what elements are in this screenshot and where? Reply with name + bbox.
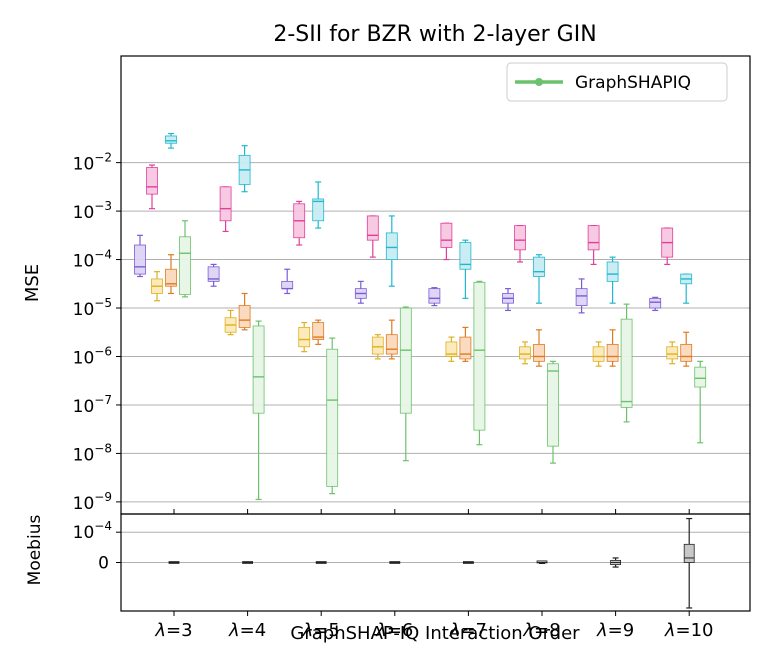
series-orange [165,254,693,367]
box [440,222,453,248]
box [514,225,526,251]
box [445,341,458,357]
box [606,261,619,282]
box [385,232,398,260]
box [312,322,325,340]
box [533,256,545,277]
box [592,346,605,362]
box [385,334,398,355]
y-tick-label: 10−2 [73,151,112,175]
box [207,266,220,282]
box [459,336,472,360]
box-series [134,132,707,501]
y-tick-label: 10−6 [73,344,112,368]
x-tick-label: λ=4 [228,620,266,641]
x-tick-label: λ=7 [449,620,487,641]
box [587,225,600,251]
y-tick-label: 10−4 [73,248,112,272]
moebius-box-group [462,561,474,564]
moebius-box-group [389,561,401,564]
lower-y-tick-label: 10−4 [73,519,112,543]
box [146,167,158,195]
box [533,343,545,362]
series-graphshapiq [179,220,707,501]
box [252,325,265,414]
moebius-box [683,543,695,563]
box [281,280,294,290]
y-tick-label: 10−8 [73,441,112,465]
y-tick-label: 10−7 [73,393,112,417]
x-axis-ticks: λ=3 λ=4 λ=5 λ=6 λ=7 λ=8 λ=9 λ=10 [154,509,714,641]
box [680,343,693,362]
box [165,135,177,144]
lower-box-series [168,517,695,609]
x-tick-label: λ=6 [375,620,413,641]
box [165,268,177,287]
y-axis-ticks: 10−2 10−3 10−4 10−5 10−6 10−7 10−8 10−9 [73,151,121,514]
lower-y-axis-label: Moebius [25,515,45,586]
box [606,343,619,362]
box [519,346,531,360]
y-tick-label: 10−3 [73,199,112,223]
grid-lines [121,162,750,503]
legend-label: GraphSHAPIQ [575,73,691,93]
x-tick-label: λ=3 [154,620,192,641]
x-tick-label: λ=5 [302,620,340,641]
main-plot-frame [120,55,751,515]
box [694,366,707,388]
box [219,186,232,222]
box [312,198,325,222]
box [399,307,412,414]
series-purple [134,234,662,314]
y-tick-label: 10−9 [73,490,112,514]
box [547,363,559,447]
moebius-box-group [242,561,254,564]
box [620,318,633,408]
lower-y-tick-label: 0 [98,554,109,574]
moebius-box-group [536,560,548,565]
box [649,297,662,309]
box [179,236,191,295]
moebius-box-group [683,517,695,609]
series-cyan [165,132,693,304]
box [238,305,251,328]
box [134,244,146,275]
box [326,348,339,487]
legend-marker [535,78,543,86]
x-axis-label: GraphSHAP-IQ Interaction Order [290,623,580,644]
lower-grid-lines [121,531,750,563]
box [371,336,384,355]
y-axis-label: MSE [22,264,43,302]
y-tick-label: 10−5 [73,296,112,320]
moebius-box-group [315,561,327,564]
x-tick-label: λ=9 [596,620,634,641]
box [428,288,441,304]
moebius-box-group [168,561,180,564]
series-yellow [151,271,679,367]
main-panel: 10−2 10−3 10−4 10−5 10−6 10−7 10−8 10−9 MSE Gra… [22,55,751,515]
x-tick-label: λ=10 [664,620,714,641]
box [473,281,486,431]
box [575,288,588,306]
legend-frame [506,62,728,102]
legend: GraphSHAPIQ [506,62,728,102]
chart-title: 2-SII for BZR with 2-layer GIN [273,22,596,47]
box [298,327,311,348]
series-magenta [146,164,674,266]
lower-y-axis-ticks: 10−4 0 [73,519,121,574]
x-tick-label: λ=8 [522,620,560,641]
moebius-box-group [610,557,621,568]
lower-panel: 10−4 0 Moebius [25,513,751,612]
box [666,346,679,360]
box [366,215,379,241]
box [459,242,472,270]
